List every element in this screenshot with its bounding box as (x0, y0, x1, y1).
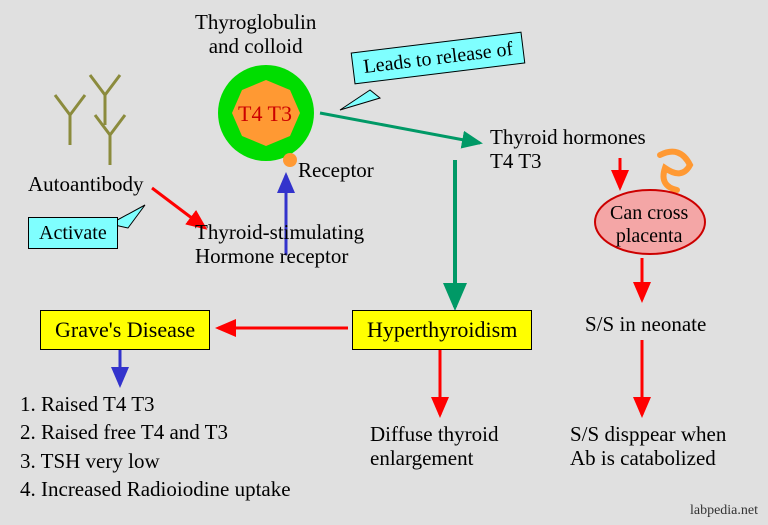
diffuse-label: Diffuse thyroid enlargement (370, 422, 499, 470)
antibody-icon (55, 75, 125, 165)
receptor-label: Receptor (298, 158, 374, 182)
receptor-dot (283, 153, 297, 167)
t4t3-circle-label: T4 T3 (238, 101, 292, 126)
fetus-icon (660, 152, 690, 190)
leads-to-callout: Leads to release of (351, 32, 526, 85)
tsh-receptor-label: Thyroid-stimulating Hormone receptor (195, 220, 364, 268)
graves-list: 1. Raised T4 T3 2. Raised free T4 and T3… (20, 390, 291, 503)
leads-tail (340, 90, 380, 110)
ss-neonate-label: S/S in neonate (585, 312, 706, 336)
thyroglobulin-label: Thyroglobulin and colloid (195, 10, 316, 58)
arrow-release-hormones (320, 113, 480, 143)
graves-box: Grave's Disease (40, 310, 210, 350)
source-label: labpedia.net (690, 503, 758, 519)
ss-disappear-label: S/S disppear when Ab is catabolized (570, 422, 726, 470)
diagram-canvas: Thyroglobulin and colloid T4 T3 Leads to… (0, 0, 768, 525)
thyroid-hormones-label: Thyroid hormones T4 T3 (490, 125, 646, 173)
hyperthyroidism-box: Hyperthyroidism (352, 310, 532, 350)
activate-callout: Activate (28, 217, 118, 249)
can-cross-label: Can cross placenta (610, 202, 688, 248)
autoantibody-label: Autoantibody (28, 172, 144, 196)
